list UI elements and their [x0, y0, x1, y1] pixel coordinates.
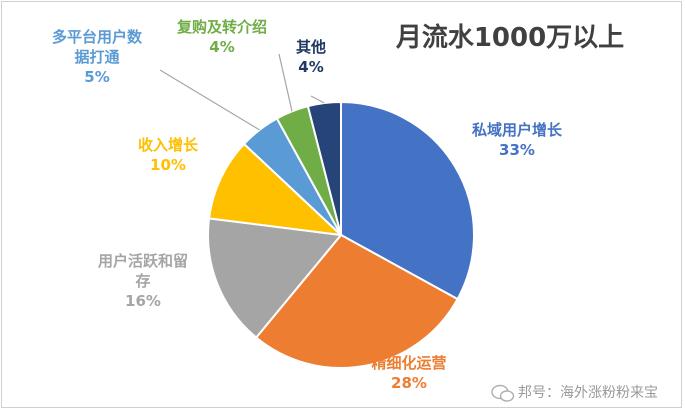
- pie-slice-3: [207, 217, 343, 339]
- slice-percent-3: 16%: [125, 292, 161, 310]
- leader-lines: [159, 53, 325, 131]
- slice-label-4: 收入增长: [138, 136, 199, 154]
- chart-title: 月流水1000万以上: [395, 23, 624, 53]
- leader-line-5: [159, 69, 260, 131]
- pie-slice-2: [254, 233, 459, 369]
- slice-label-5: 多平台用户数: [52, 28, 143, 46]
- slice-percent-5: 5%: [84, 68, 109, 86]
- pie-slice-4: [207, 142, 344, 237]
- slice-percent-1: 33%: [499, 141, 535, 159]
- pie-slice-1: [340, 100, 475, 301]
- slice-label-7: 其他: [296, 38, 326, 56]
- slice-label-6: 复购及转介绍: [176, 18, 267, 36]
- leader-line-6: [278, 53, 293, 112]
- slice-percent-6: 4%: [209, 38, 234, 56]
- pie-slices: [207, 100, 475, 369]
- watermark: 邦号：海外涨粉粉来宝: [491, 384, 658, 402]
- pie-slice-7: [306, 100, 342, 236]
- wechat-logo-icon: [491, 384, 515, 402]
- slice-label-1: 私域用户增长: [471, 121, 563, 139]
- slice-label-2: 精细化运营: [371, 354, 446, 372]
- slice-percent-4: 10%: [150, 156, 186, 174]
- slice-label-3: 用户活跃和留: [98, 252, 188, 270]
- slice-percent-2: 28%: [391, 374, 427, 392]
- slice-label-3: 存: [135, 272, 150, 290]
- watermark-text: 邦号：海外涨粉粉来宝: [518, 385, 658, 401]
- slice-percent-7: 4%: [298, 58, 323, 76]
- slice-label-5: 据打通: [74, 48, 119, 66]
- leader-line-7: [310, 95, 325, 104]
